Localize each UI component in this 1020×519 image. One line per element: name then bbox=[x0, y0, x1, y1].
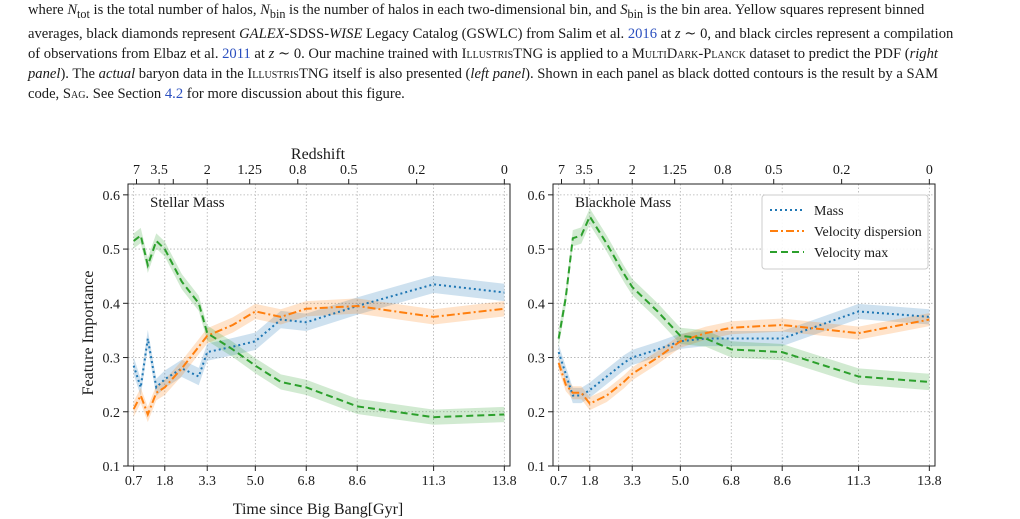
y-tick-label: 0.4 bbox=[528, 297, 546, 312]
redshift-tick-label: 0 bbox=[926, 163, 933, 178]
redshift-tick-label: 2 bbox=[204, 163, 211, 178]
legend-entry-1: Velocity dispersion bbox=[814, 225, 922, 240]
y-tick-label: 0.3 bbox=[528, 352, 546, 367]
panel-label: Blackhole Mass bbox=[575, 195, 671, 211]
x-tick-label: 8.6 bbox=[348, 474, 366, 489]
series-band-0 bbox=[133, 275, 505, 397]
y-tick-label: 0.4 bbox=[103, 297, 121, 312]
y-tick-label: 0.2 bbox=[528, 406, 546, 421]
x-tick-label: 8.6 bbox=[773, 474, 791, 489]
series-line-2 bbox=[133, 233, 505, 419]
series-band-2 bbox=[558, 208, 930, 391]
series-band-1 bbox=[133, 298, 505, 423]
feature-importance-figure: 0.7 1.8 3.3 5.0 6.8 8.6 11.3 13.8 0.1 0.2 0.3 0.4 0.… bbox=[80, 146, 942, 518]
redshift-tick-label: 3.5 bbox=[150, 163, 168, 178]
x-axis-label: Time since Big Bang[Gyr] bbox=[233, 501, 404, 518]
x-tick-label: 13.8 bbox=[917, 474, 942, 489]
x-tick-label: 11.3 bbox=[422, 474, 446, 489]
y-tick-label: 0.3 bbox=[103, 352, 121, 367]
y-tick-label: 0.1 bbox=[103, 460, 121, 475]
figure-caption: where Ntot is the total number of halos,… bbox=[28, 0, 992, 104]
x-tick-label: 6.8 bbox=[298, 474, 316, 489]
plot-frame bbox=[127, 183, 511, 467]
redshift-tick-label: 0.2 bbox=[833, 163, 851, 178]
redshift-tick-label: 1.25 bbox=[237, 163, 262, 178]
legend-entry-2: Velocity max bbox=[814, 246, 888, 261]
redshift-tick-label: 2 bbox=[629, 163, 636, 178]
redshift-tick-label: 7 bbox=[133, 163, 140, 178]
y-tick-label: 0.6 bbox=[103, 189, 121, 204]
blackhole-mass-panel: 0.7 1.8 3.3 5.0 6.8 8.6 11.3 13.8 0.1 0.2 0.3 0.4 0.… bbox=[528, 163, 942, 489]
panel-label: Stellar Mass bbox=[150, 195, 225, 211]
series-band-2 bbox=[133, 227, 505, 425]
caption-line-2: averages, black diamonds represent GALEX… bbox=[28, 25, 954, 42]
series-line-1 bbox=[132, 305, 505, 418]
redshift-tick-label: 0.8 bbox=[289, 163, 307, 178]
citation-link-salim[interactable]: 2016 bbox=[627, 25, 658, 42]
legend-entry-0: Mass bbox=[814, 204, 844, 219]
y-tick-label: 0.2 bbox=[103, 406, 121, 421]
series-line-2 bbox=[557, 214, 930, 383]
series-band-1 bbox=[558, 313, 930, 411]
x-tick-label: 3.3 bbox=[198, 474, 216, 489]
citation-link-elbaz[interactable]: 2011 bbox=[222, 45, 251, 62]
x-tick-label: 1.8 bbox=[581, 474, 599, 489]
x-tick-label: 5.0 bbox=[672, 474, 690, 489]
x-tick-label: 0.7 bbox=[125, 474, 143, 489]
redshift-tick-label: 0.2 bbox=[408, 163, 426, 178]
redshift-tick-label: 0.5 bbox=[765, 163, 783, 178]
section-link[interactable]: 4.2 bbox=[164, 85, 184, 102]
x-tick-label: 11.3 bbox=[847, 474, 871, 489]
redshift-tick-label: 0 bbox=[501, 163, 508, 178]
y-axis-label: Feature Importance bbox=[80, 271, 97, 396]
y-tick-label: 0.1 bbox=[528, 460, 546, 475]
legend-box bbox=[761, 194, 929, 270]
redshift-tick-label: 7 bbox=[558, 163, 565, 178]
redshift-tick-label: 3.5 bbox=[575, 163, 593, 178]
caption-line-3: of observations from Elbaz et al. 2011 a… bbox=[28, 45, 938, 62]
x-tick-label: 13.8 bbox=[492, 474, 517, 489]
y-tick-label: 0.5 bbox=[528, 243, 546, 258]
redshift-tick-label: 0.5 bbox=[340, 163, 358, 178]
y-tick-label: 0.6 bbox=[528, 189, 546, 204]
y-tick-label: 0.5 bbox=[103, 243, 121, 258]
x-tick-label: 6.8 bbox=[723, 474, 741, 489]
stellar-mass-panel: 0.7 1.8 3.3 5.0 6.8 8.6 11.3 13.8 0.1 0.2 0.3 0.4 0.… bbox=[103, 163, 517, 489]
redshift-tick-label: 1.25 bbox=[662, 163, 687, 178]
plot-frame bbox=[552, 183, 936, 467]
x-tick-label: 0.7 bbox=[550, 474, 568, 489]
redshift-tick-label: 0.8 bbox=[714, 163, 732, 178]
redshift-axis-label: Redshift bbox=[291, 146, 346, 163]
caption-line-4: panel). The actual baryon data in the Il… bbox=[28, 65, 939, 82]
x-tick-label: 1.8 bbox=[156, 474, 174, 489]
x-tick-label: 3.3 bbox=[623, 474, 641, 489]
caption-line-5: code, Sag. See Section 4.2 for more disc… bbox=[28, 85, 405, 102]
caption-line-1: where Ntot is the total number of halos,… bbox=[28, 2, 925, 21]
series-line-1 bbox=[557, 318, 930, 405]
series-line-0 bbox=[132, 283, 505, 390]
x-tick-label: 5.0 bbox=[247, 474, 265, 489]
